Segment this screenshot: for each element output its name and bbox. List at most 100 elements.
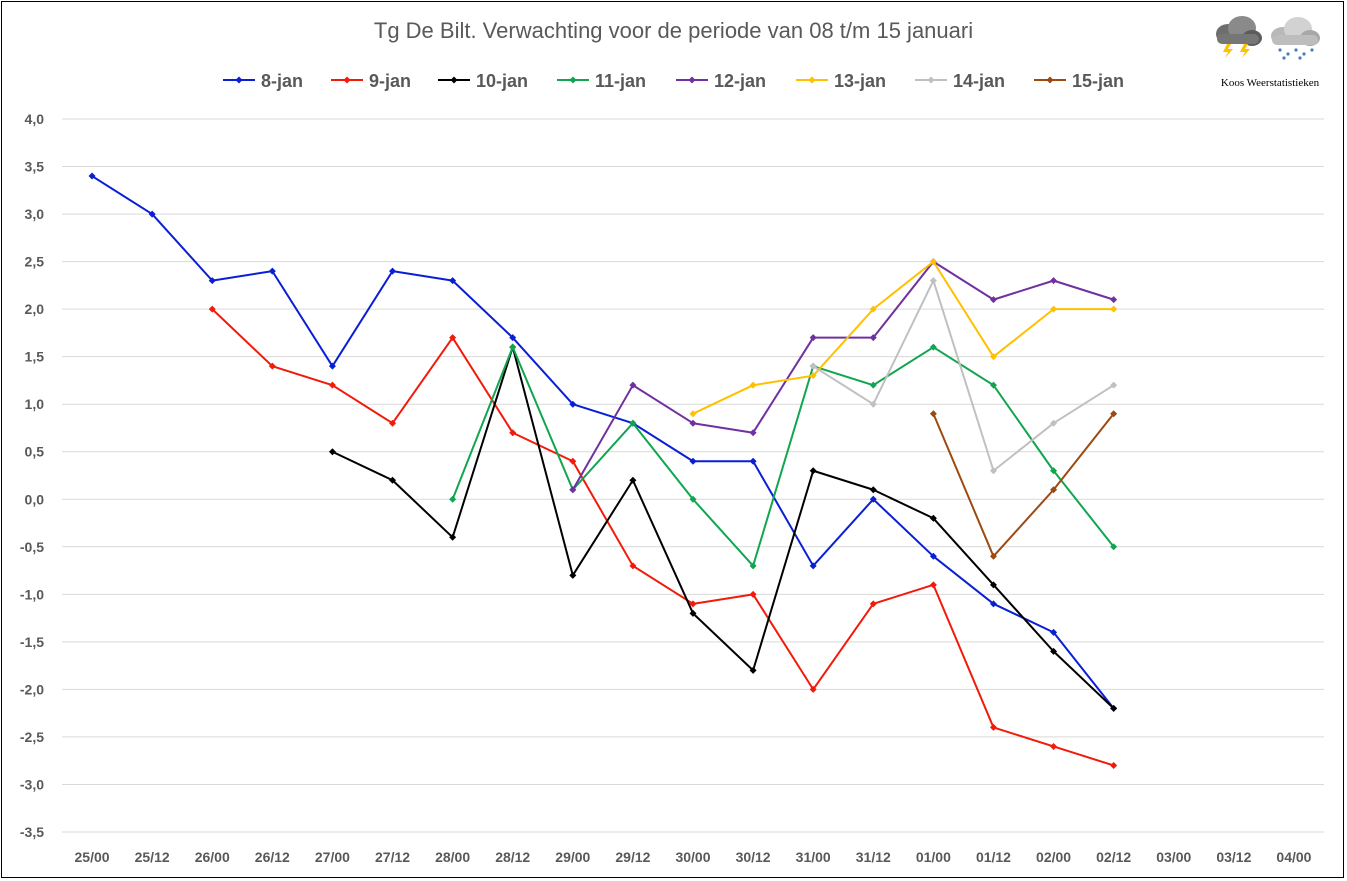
legend-item: 13-jan: [796, 71, 886, 91]
data-point: [929, 581, 937, 589]
legend-label: 13-jan: [834, 71, 886, 91]
data-point: [689, 457, 697, 465]
x-tick-label: 31/12: [856, 849, 891, 865]
data-point: [629, 381, 637, 389]
legend-marker: [235, 76, 243, 84]
data-point: [689, 600, 697, 608]
data-point: [1050, 277, 1058, 285]
y-tick-label: -3,0: [20, 776, 44, 792]
thunderstorm-cloud-icon: [1216, 16, 1262, 58]
data-point: [328, 448, 336, 456]
data-point: [989, 723, 997, 731]
legend-label: 15-jan: [1072, 71, 1124, 91]
data-point: [1110, 305, 1118, 313]
data-point: [929, 410, 937, 418]
y-tick-label: -2,0: [20, 681, 44, 697]
data-point: [989, 552, 997, 560]
data-point: [749, 590, 757, 598]
x-tick-label: 26/00: [195, 849, 230, 865]
series-12-jan: [569, 258, 1118, 494]
data-point: [208, 277, 216, 285]
data-point: [569, 400, 577, 408]
data-point: [809, 362, 817, 370]
data-point: [629, 419, 637, 427]
data-point: [869, 334, 877, 342]
x-tick-label: 29/00: [555, 849, 590, 865]
legend-item: 12-jan: [676, 71, 766, 91]
data-point: [869, 600, 877, 608]
y-tick-label: 0,0: [25, 491, 45, 507]
data-point: [989, 296, 997, 304]
y-tick-label: -1,0: [20, 586, 44, 602]
series-13-jan: [689, 258, 1118, 418]
y-tick-label: 2,0: [25, 301, 45, 317]
data-point: [989, 467, 997, 475]
data-point: [1050, 419, 1058, 427]
data-point: [629, 476, 637, 484]
x-axis: 25/00 25/12 26/00 26/12 27/00 27/12 28/00 28/12…: [75, 849, 1312, 865]
data-point: [1050, 305, 1058, 313]
data-point: [148, 210, 156, 218]
legend-marker: [1046, 76, 1054, 84]
legend-marker: [808, 76, 816, 84]
legend-marker: [450, 76, 458, 84]
data-point: [869, 305, 877, 313]
x-tick-label: 25/00: [75, 849, 110, 865]
data-point: [1050, 742, 1058, 750]
data-point: [1050, 486, 1058, 494]
data-point: [749, 381, 757, 389]
data-point: [328, 381, 336, 389]
x-tick-label: 01/00: [916, 849, 951, 865]
data-point: [689, 495, 697, 503]
data-point: [869, 486, 877, 494]
data-point: [509, 334, 517, 342]
y-tick-label: -2,5: [20, 729, 44, 745]
y-axis: 4,0 3,5 3,0 2,5 2,0 1,5 1,0 0,5 0,0 -0,5 -1,0 -1,5 -…: [20, 111, 44, 840]
data-point: [629, 562, 637, 570]
legend-label: 9-jan: [369, 71, 411, 91]
data-point: [809, 562, 817, 570]
x-tick-label: 04/00: [1276, 849, 1311, 865]
data-point: [989, 381, 997, 389]
y-tick-label: 2,5: [25, 254, 45, 270]
legend-marker: [569, 76, 577, 84]
data-point: [449, 334, 457, 342]
x-tick-label: 27/12: [375, 849, 410, 865]
data-point: [809, 334, 817, 342]
x-tick-label: 03/00: [1156, 849, 1191, 865]
y-tick-label: -0,5: [20, 539, 44, 555]
data-point: [989, 353, 997, 361]
chart-title: Tg De Bilt. Verwachting voor de periode …: [373, 18, 974, 43]
data-point: [689, 419, 697, 427]
legend-item: 14-jan: [915, 71, 1005, 91]
data-point: [449, 277, 457, 285]
x-tick-label: 02/00: [1036, 849, 1071, 865]
data-point: [389, 267, 397, 275]
data-point: [929, 343, 937, 351]
data-point: [509, 343, 517, 351]
data-point: [1050, 467, 1058, 475]
legend-label: 12-jan: [714, 71, 766, 91]
data-point: [749, 562, 757, 570]
x-tick-label: 26/12: [255, 849, 290, 865]
legend: 8-jan 9-jan 10-jan 11-jan 12-jan 13-jan 14-jan…: [223, 71, 1124, 91]
y-tick-label: 3,0: [25, 206, 45, 222]
legend-label: 14-jan: [953, 71, 1005, 91]
x-tick-label: 31/00: [796, 849, 831, 865]
data-point: [268, 267, 276, 275]
legend-item: 10-jan: [438, 71, 528, 91]
data-point: [929, 277, 937, 285]
data-point: [88, 172, 96, 180]
legend-item: 9-jan: [331, 71, 411, 91]
y-tick-label: 4,0: [25, 111, 45, 127]
data-point: [689, 410, 697, 418]
data-point: [328, 362, 336, 370]
x-tick-label: 30/12: [736, 849, 771, 865]
data-point: [929, 552, 937, 560]
x-tick-label: 29/12: [615, 849, 650, 865]
data-point: [809, 467, 817, 475]
x-tick-label: 28/00: [435, 849, 470, 865]
series-line: [571, 260, 1114, 491]
data-point: [208, 305, 216, 313]
y-tick-label: 3,5: [25, 159, 45, 175]
